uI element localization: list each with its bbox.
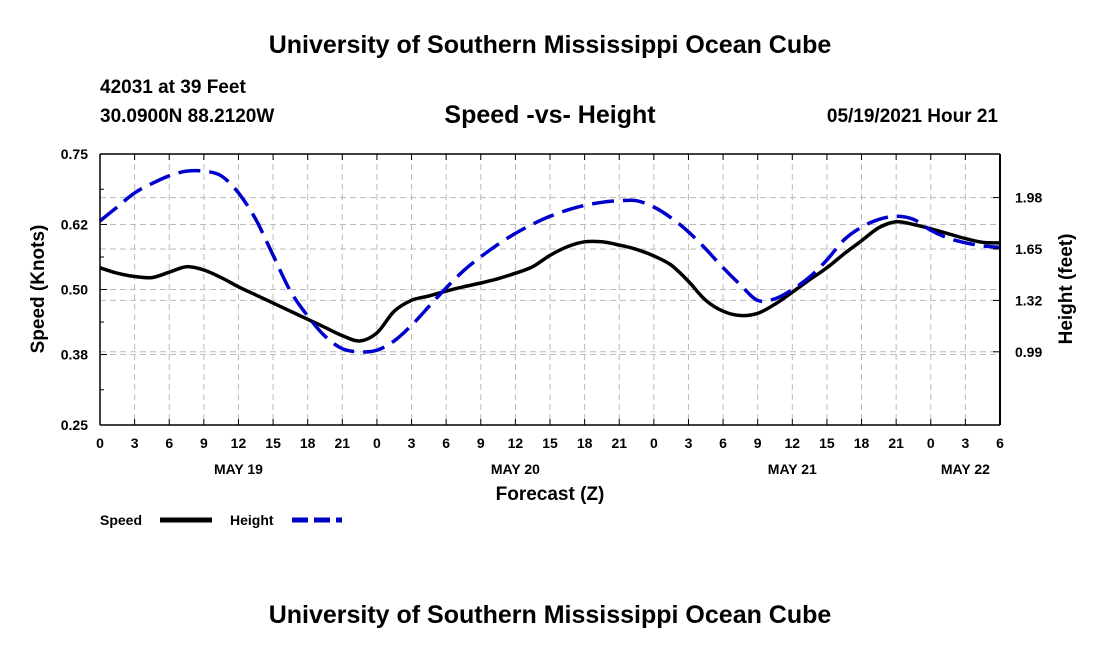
y-axis-right-title: Height (feet) (1056, 234, 1077, 345)
x-tick-label: 21 (335, 435, 351, 451)
x-tick-label: 9 (200, 435, 208, 451)
station-label: 42031 at 39 Feet (100, 77, 246, 98)
x-tick-label: 6 (719, 435, 727, 451)
x-tick-label: 3 (685, 435, 693, 451)
y-right-tick-label: 1.98 (1015, 190, 1042, 206)
x-tick-label: 0 (927, 435, 935, 451)
x-tick-label: 18 (300, 435, 316, 451)
y-right-tick-label: 0.99 (1015, 344, 1042, 360)
x-tick-label: 6 (165, 435, 173, 451)
y-left-tick-label: 0.62 (61, 216, 88, 232)
x-tick-label: 9 (477, 435, 485, 451)
x-tick-label: 3 (961, 435, 969, 451)
legend: Speed Height (100, 512, 342, 528)
x-tick-label: 6 (442, 435, 450, 451)
y-left-tick-label: 0.38 (61, 347, 88, 363)
chart-title: Speed -vs- Height (444, 101, 656, 129)
y-left-tick-label: 0.25 (61, 417, 88, 433)
y-right-tick-label: 1.32 (1015, 292, 1042, 308)
grid (100, 154, 1000, 425)
series-layer (98, 168, 1001, 354)
header-title: University of Southern Mississippi Ocean… (268, 31, 832, 59)
speed-series-line (99, 219, 1001, 343)
datetime-label: 05/19/2021 Hour 21 (826, 106, 998, 127)
axes (99, 153, 1001, 426)
y-left-tick-label: 0.75 (61, 146, 88, 162)
x-tick-label: 12 (508, 435, 524, 451)
x-tick-label: 0 (373, 435, 381, 451)
x-tick-label: 6 (996, 435, 1004, 451)
x-tick-label: 18 (577, 435, 593, 451)
date-label: MAY 19 (214, 461, 263, 477)
y-left-tick-label: 0.50 (61, 282, 88, 298)
x-tick-label: 18 (854, 435, 870, 451)
x-axis-title: Forecast (Z) (496, 484, 605, 505)
x-tick-label: 12 (231, 435, 247, 451)
date-label: MAY 22 (941, 461, 990, 477)
x-tick-label: 21 (888, 435, 904, 451)
x-tick-label: 3 (408, 435, 416, 451)
x-tick-label: 15 (542, 435, 558, 451)
y-right-tick-label: 1.65 (1015, 241, 1042, 257)
axis-labels: 0 3 6 9 12 15 18 21 0 3 6 9 12 15 18 21 0 3 6 9 12 15 18 21 0 3 6M… (61, 146, 1043, 477)
y-axis-left-title: Speed (Knots) (28, 225, 49, 354)
legend-speed-label: Speed (100, 512, 142, 528)
date-label: MAY 20 (491, 461, 540, 477)
x-tick-label: 0 (650, 435, 658, 451)
x-tick-label: 3 (131, 435, 139, 451)
coordinates-label: 30.0900N 88.2120W (100, 106, 275, 127)
x-tick-label: 9 (754, 435, 762, 451)
legend-height-label: Height (230, 512, 274, 528)
date-label: MAY 21 (768, 461, 817, 477)
x-tick-label: 12 (785, 435, 801, 451)
x-tick-label: 0 (96, 435, 104, 451)
x-tick-label: 21 (611, 435, 627, 451)
x-tick-label: 15 (819, 435, 835, 451)
footer-title: University of Southern Mississippi Ocean… (268, 601, 832, 629)
height-series-line (98, 168, 1001, 354)
x-tick-label: 15 (265, 435, 281, 451)
